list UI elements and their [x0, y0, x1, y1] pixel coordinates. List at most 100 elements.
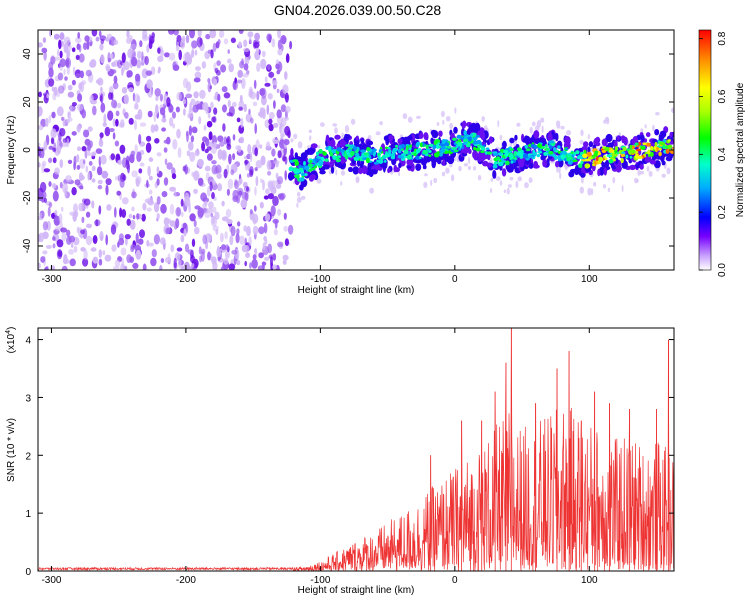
noise-blob [159, 264, 163, 270]
colorbar-tick-label: 0.6 [717, 89, 728, 103]
noise-blob [131, 191, 137, 199]
noise-blob [136, 213, 140, 220]
noise-blob [102, 122, 108, 127]
noise-blob [110, 224, 117, 235]
halo-blob [587, 133, 590, 140]
noise-blob [173, 30, 179, 36]
halo-blob [449, 163, 453, 168]
y-tick-label: 3 [25, 393, 31, 404]
noise-blob [251, 213, 259, 224]
noise-blob [243, 39, 248, 48]
noise-blob [87, 142, 92, 152]
ridge-core [545, 147, 550, 151]
noise-blob [211, 164, 218, 175]
ridge-core [391, 149, 397, 153]
noise-blob [77, 32, 81, 39]
x-tick-label: -100 [310, 274, 330, 285]
noise-blob [128, 117, 134, 125]
noise-blob [190, 98, 196, 106]
noise-blob [38, 142, 41, 148]
noise-blob [280, 104, 287, 113]
noise-blob [230, 37, 236, 44]
noise-blob [84, 148, 88, 159]
x-tick-label: 0 [452, 575, 458, 586]
halo-blob [490, 188, 493, 193]
halo-blob [433, 177, 438, 183]
noise-blob [154, 88, 161, 97]
noise-blob [73, 245, 78, 253]
noise-blob [250, 117, 254, 124]
halo-blob [621, 185, 624, 192]
ridge-core [495, 156, 501, 161]
noise-blob [75, 54, 80, 61]
ridge-core [572, 159, 578, 162]
noise-blob [159, 93, 163, 102]
ridge-core [567, 160, 573, 165]
ridge-core [566, 157, 571, 162]
noise-blob [87, 126, 93, 132]
noise-blob [81, 146, 87, 152]
ridge-core [622, 146, 627, 152]
ridge-core [293, 168, 297, 173]
noise-blob [134, 144, 138, 154]
noise-blob [148, 175, 153, 181]
noise-blob [235, 233, 240, 244]
colorbar-label: Normalized spectral amplitude [735, 82, 746, 217]
noise-blob [268, 181, 274, 191]
y-tick-label: 1 [25, 509, 31, 520]
noise-blob [183, 108, 186, 116]
halo-blob [515, 180, 519, 188]
noise-blob [205, 33, 211, 40]
noise-blob [284, 170, 288, 181]
ridge-blob [360, 138, 364, 145]
noise-blob [195, 66, 201, 71]
halo-blob [640, 128, 644, 133]
colorbar-tick-label: 0.8 [717, 31, 728, 45]
noise-blob [82, 257, 89, 267]
noise-blob [216, 172, 222, 179]
ridge-core [435, 143, 440, 149]
ridge-core [656, 146, 659, 151]
noise-blob [265, 141, 271, 150]
halo-blob [402, 113, 408, 120]
noise-blob [139, 40, 143, 48]
noise-blob [189, 30, 195, 39]
ridge-core [377, 159, 384, 164]
noise-blob [266, 160, 272, 171]
ridge-core [461, 145, 465, 150]
noise-blob [217, 183, 223, 192]
ridge-blob [325, 134, 330, 143]
ridge-core [315, 151, 319, 156]
noise-blob [216, 69, 221, 76]
noise-blob [105, 234, 108, 246]
noise-blob [223, 92, 231, 99]
noise-blob [142, 263, 147, 270]
noise-blob [161, 127, 167, 132]
noise-blob [283, 139, 290, 146]
noise-blob [100, 54, 105, 64]
halo-blob [524, 182, 529, 189]
halo-blob [607, 187, 611, 193]
ridge-core [640, 146, 646, 150]
noise-blob [238, 178, 242, 186]
noise-blob [132, 262, 139, 269]
noise-blob [148, 242, 154, 247]
noise-blob [188, 141, 194, 151]
ridge-core [630, 149, 636, 154]
noise-blob [209, 30, 217, 39]
ridge-core [669, 149, 674, 154]
noise-blob [38, 162, 41, 168]
ridge-blob [406, 158, 414, 166]
ridge-core [413, 152, 417, 157]
noise-blob [253, 79, 257, 89]
noise-blob [156, 212, 160, 220]
noise-blob [57, 250, 63, 257]
ridge-core [492, 164, 498, 169]
noise-blob [186, 131, 189, 143]
ridge-blob [398, 162, 402, 169]
ridge-blob [372, 169, 378, 175]
noise-blob [204, 200, 208, 206]
halo-blob [499, 180, 503, 186]
ridge-blob [621, 135, 625, 144]
noise-blob [217, 39, 221, 45]
